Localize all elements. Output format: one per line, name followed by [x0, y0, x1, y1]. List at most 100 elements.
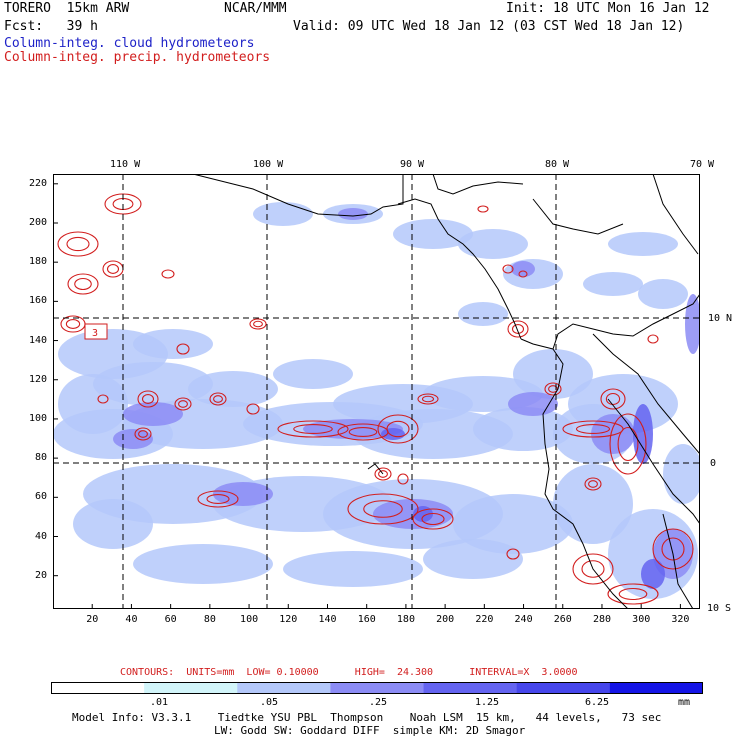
y-tick-label: 40: [35, 530, 48, 542]
coastline: [662, 513, 694, 609]
precip-contour: [178, 400, 188, 408]
cloud-shade: [503, 259, 563, 289]
coastline: [367, 463, 384, 475]
precip-contour: [652, 528, 694, 570]
cloud-shade: [133, 544, 273, 584]
precip-contour: [347, 493, 419, 525]
precip-contour: [277, 420, 349, 438]
precip-contour: [421, 395, 435, 403]
colorbar-cells: [51, 682, 703, 694]
x-tick-label: 60: [164, 614, 177, 625]
cloud-shade: [213, 482, 273, 506]
precip-contour: [174, 397, 192, 411]
precip-contour: [293, 424, 333, 434]
precip-contour: [600, 388, 626, 410]
lon-label-100w: 100 W: [253, 159, 284, 170]
precip-contour: [137, 390, 159, 408]
contour-label: 3: [92, 328, 98, 339]
precip-contour: [213, 395, 223, 403]
y-tick-label: 120: [29, 373, 48, 385]
y-tick-label: 100: [29, 412, 48, 424]
cloud-shade: [458, 302, 508, 326]
x-tick-label: 180: [396, 614, 415, 625]
lon-label-70w: 70 W: [690, 159, 715, 170]
coastline: [192, 174, 404, 217]
precip-contour: [253, 320, 263, 328]
precip-contour: [141, 394, 155, 404]
cloud-shade: [513, 349, 593, 399]
precip-contour: [575, 424, 611, 434]
precip-contour: [417, 393, 439, 405]
y-tick-label: 140: [29, 334, 48, 346]
coastline: [607, 398, 700, 525]
precip-contour: [386, 420, 410, 438]
x-tick-label: 300: [632, 614, 651, 625]
colorbar-cell: [609, 682, 703, 694]
precip-contour: [206, 494, 230, 504]
colorbar-cell: [51, 682, 145, 694]
cloud-shade: [685, 294, 700, 354]
cloud-shade: [511, 261, 535, 277]
cloud-shade: [283, 551, 423, 587]
organization-label: NCAR/MMM: [224, 1, 287, 16]
precip-contour: [661, 537, 685, 561]
x-tick-label: 280: [592, 614, 612, 625]
valid-time: Valid: 09 UTC Wed 18 Jan 12 (03 CST Wed …: [293, 19, 685, 34]
precip-contour: [161, 269, 175, 279]
precip-contour: [397, 473, 409, 485]
precip-contour: [65, 319, 81, 329]
lat-label-10s: 10 S: [707, 603, 732, 614]
coastline: [592, 333, 700, 455]
precip-contour: [507, 320, 529, 338]
lat-label-10n: 10 N: [708, 313, 733, 324]
precip-contour: [209, 392, 227, 406]
y-tick-label: 60: [35, 491, 48, 503]
precip-contour: [106, 264, 120, 274]
cloud-shade: [473, 407, 573, 451]
coastline-borders: [192, 174, 700, 609]
x-tick-label: 120: [279, 614, 298, 625]
model-info: Model Info: V3.3.1 Tiedtke YSU PBL Thomp…: [72, 711, 662, 724]
precip-contour: [57, 231, 99, 257]
x-tick-label: 40: [125, 614, 138, 625]
x-tick-label: 100: [240, 614, 259, 625]
map-frame: [53, 174, 700, 609]
contour-summary: CONTOURS: UNITS=mm LOW= 0.10000 HIGH= 24…: [120, 667, 578, 678]
x-tick-label: 160: [357, 614, 376, 625]
x-tick-label: 220: [475, 614, 494, 625]
precip-contour: [348, 427, 378, 437]
colorbar-label-1.25: 1.25: [475, 697, 500, 708]
coastline: [432, 174, 524, 195]
y-tick-label: 180: [29, 256, 48, 268]
precip-contour: [609, 413, 647, 475]
x-tick-label: 140: [318, 614, 337, 625]
precip-contour: [377, 414, 419, 444]
cloud-shade: [393, 219, 473, 249]
colorbar-cell: [423, 682, 518, 694]
field-label-precip: Column-integ. precip. hydrometeors: [4, 50, 271, 65]
precip-contour: [363, 500, 403, 518]
precip-contour: [134, 427, 152, 441]
colorbar-cell: [237, 682, 331, 694]
cloud-shade: [641, 559, 665, 589]
precip-hydrometeor-contours: [57, 193, 694, 605]
precip-contour: [246, 403, 260, 415]
precip-contour: [572, 553, 614, 585]
cloud-shade: [381, 428, 405, 440]
x-tick-label: 20: [86, 614, 99, 625]
precip-contour: [66, 236, 90, 252]
coastline: [397, 198, 522, 340]
lon-label-110w: 110 W: [110, 159, 141, 170]
precip-contour: [421, 512, 445, 526]
cloud-shade: [591, 414, 635, 454]
precip-contour: [618, 587, 648, 601]
coastline: [520, 293, 700, 350]
precip-contour: [518, 270, 528, 278]
weather-map: 3: [53, 174, 700, 609]
precip-contour: [97, 394, 109, 404]
precip-contour: [584, 477, 602, 491]
lon-label-90w: 90 W: [400, 159, 425, 170]
colorbar-cell: [516, 682, 611, 694]
precip-contour: [581, 560, 605, 578]
precip-contour: [647, 334, 659, 344]
